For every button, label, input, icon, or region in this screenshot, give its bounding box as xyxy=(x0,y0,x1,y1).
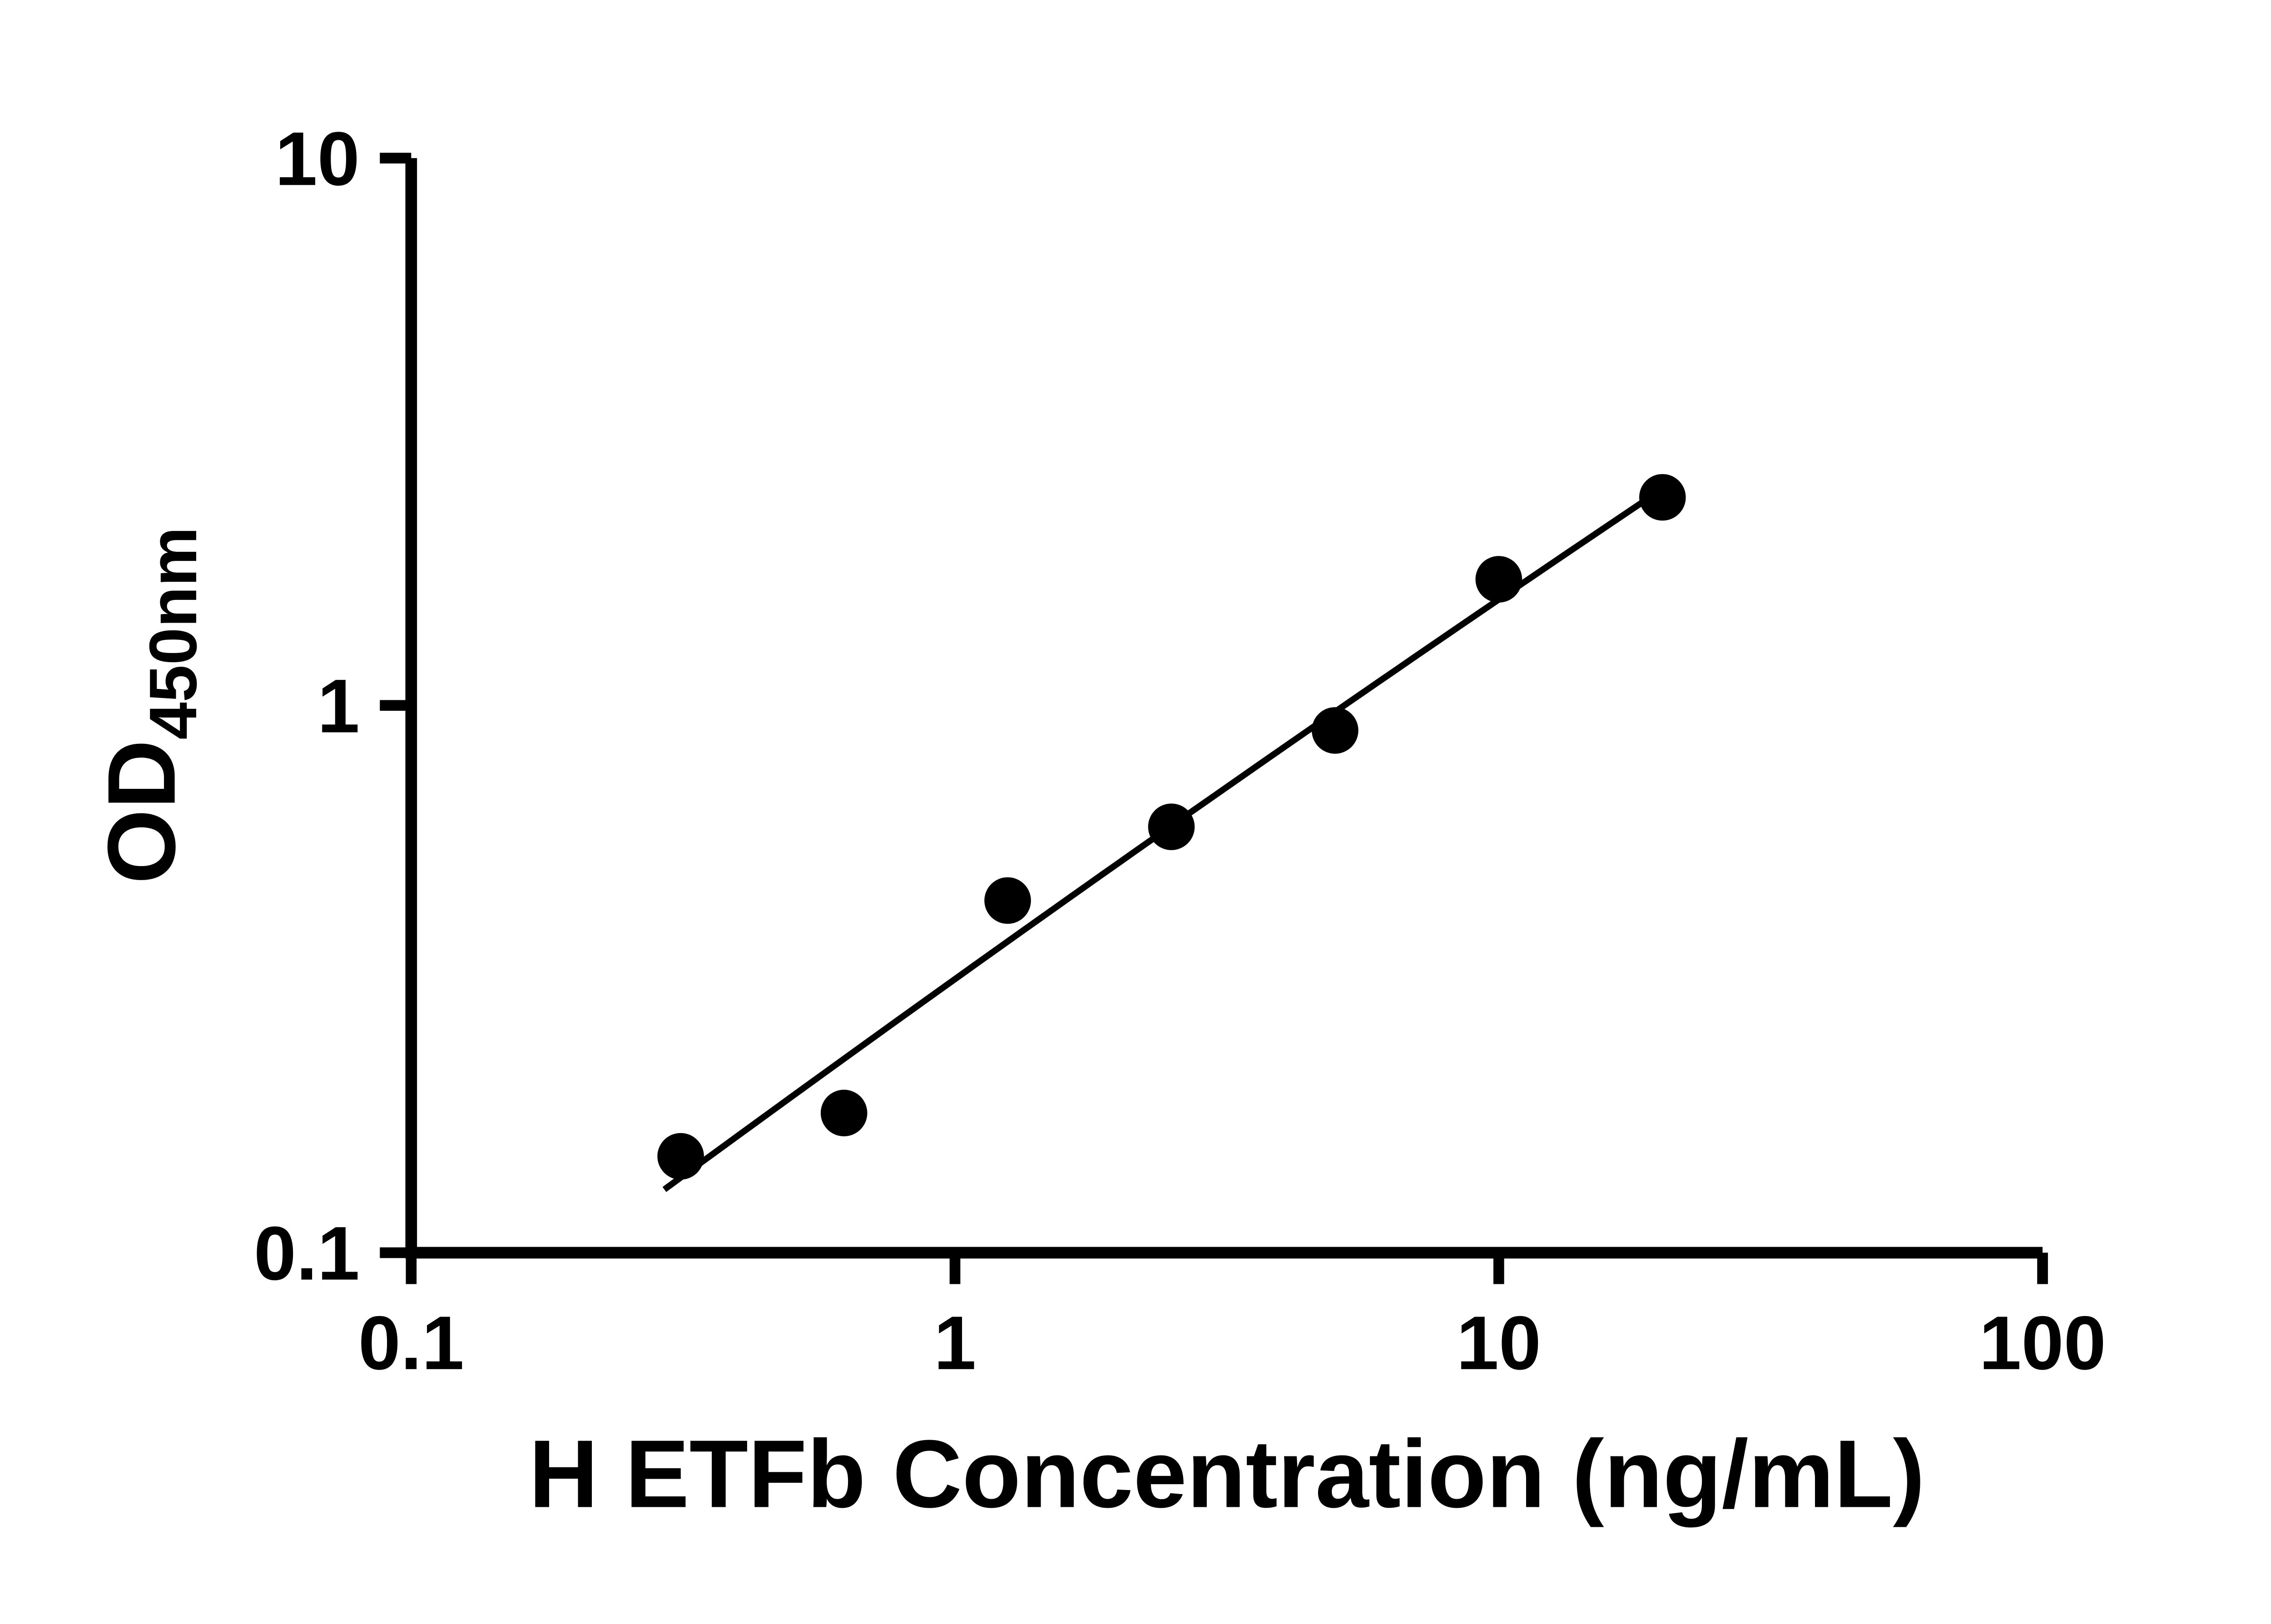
y-axis-title-sub: 450nm xyxy=(136,527,211,740)
y-axis-tick-label: 10 xyxy=(275,116,359,201)
data-point xyxy=(984,877,1031,924)
y-axis-title-main: OD xyxy=(88,740,195,884)
y-axis-title: OD450nm xyxy=(88,527,211,884)
y-axis-tick-label: 0.1 xyxy=(254,1211,360,1296)
data-point xyxy=(1475,556,1522,603)
x-axis-title: H ETFb Concentration (ng/mL) xyxy=(529,1420,1925,1528)
x-axis-tick-label: 0.1 xyxy=(358,1300,464,1386)
data-point xyxy=(820,1089,868,1137)
data-point xyxy=(1312,707,1359,754)
x-axis-tick-label: 10 xyxy=(1457,1300,1541,1386)
plot-area: 0.1 1 10 0.1 1 10 100 xyxy=(254,116,2106,1385)
axis-lines xyxy=(405,158,2043,1259)
y-axis-tick-label: 1 xyxy=(317,663,360,748)
x-axis-tick-label: 100 xyxy=(1979,1300,2106,1386)
data-point xyxy=(657,1133,704,1180)
data-point xyxy=(1639,474,1686,521)
x-axis-tick-label: 1 xyxy=(934,1300,976,1386)
data-point xyxy=(1148,803,1195,850)
